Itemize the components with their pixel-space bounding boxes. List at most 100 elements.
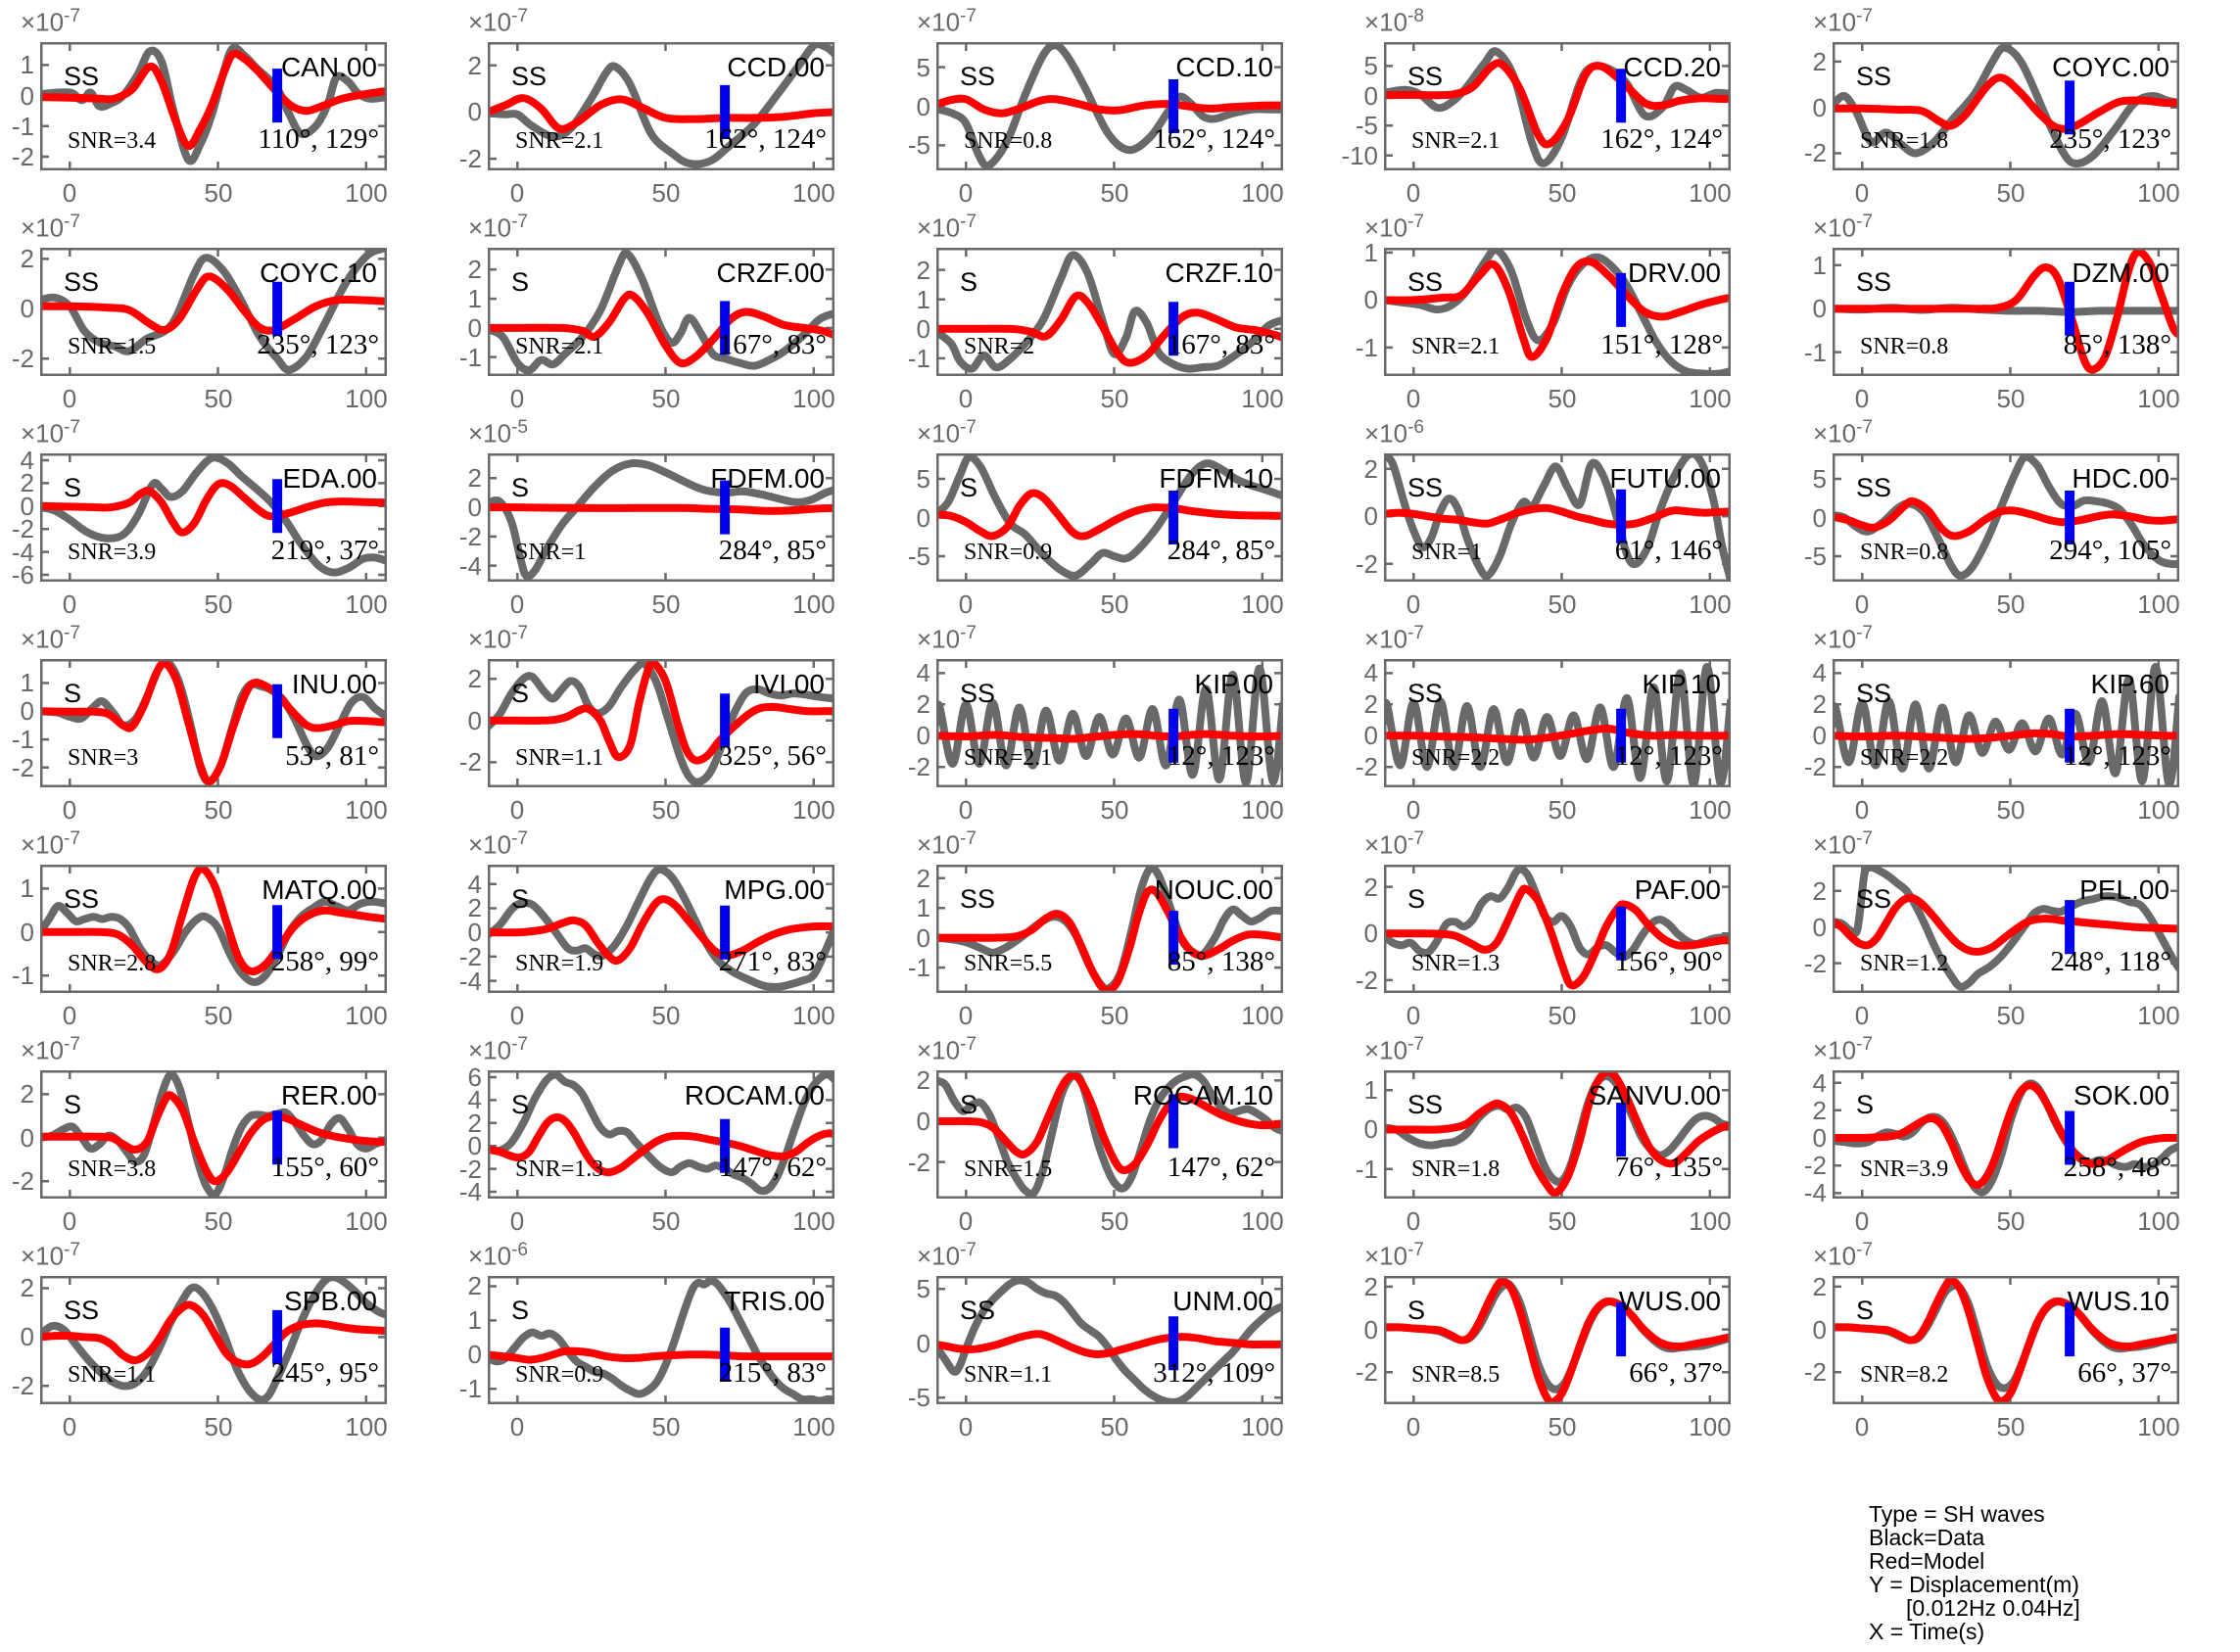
y-tick-label: 2 [1812, 47, 1827, 76]
azimuth-distance-label: 167°, 83° [1167, 329, 1275, 360]
plot-area [1384, 248, 1731, 376]
y-tick-label: -2 [1355, 752, 1378, 781]
snr-label: SNR=1.1 [515, 745, 604, 771]
y-tick-label: 0 [1363, 285, 1378, 314]
plot-area [936, 865, 1283, 993]
axes-box [488, 1070, 834, 1199]
x-tick-label: 100 [1689, 590, 1732, 619]
x-tick-label: 50 [1996, 384, 2026, 413]
azimuth-distance-label: 271°, 83° [718, 946, 827, 977]
y-scale-label: ×10-7 [1813, 1034, 1874, 1065]
x-tick-label: 0 [62, 795, 77, 825]
data-waveform [1384, 47, 1731, 167]
phase-label: SS [1856, 884, 1892, 914]
model-waveform [1833, 496, 2179, 541]
y-tick-label: 0 [467, 918, 482, 947]
y-scale-label: ×10-7 [468, 623, 529, 654]
snr-label: SNR=0.9 [515, 1362, 604, 1388]
data-waveform [1833, 865, 2179, 991]
phase-label: S [960, 267, 978, 297]
snr-label: SNR=0.8 [964, 128, 1053, 154]
x-tick-label: 50 [204, 178, 233, 208]
x-tick-label: 50 [1996, 795, 2026, 825]
y-tick-label: 2 [916, 1065, 930, 1095]
x-tick-label: 0 [62, 1412, 77, 1441]
model-waveform [40, 1300, 387, 1369]
x-tick-label: 0 [1854, 590, 1870, 619]
y-tick-label: 0 [467, 313, 482, 343]
snr-label: SNR=0.8 [1860, 540, 1949, 565]
x-tick-label: 50 [1100, 384, 1129, 413]
x-tick-label: 50 [1996, 1001, 2026, 1030]
plot-area [488, 1276, 834, 1404]
phase-label: SS [64, 884, 100, 914]
x-tick-label: 50 [651, 384, 681, 413]
x-tick-label: 100 [2137, 178, 2180, 208]
station-label: UNM.00 [1172, 1286, 1273, 1316]
y-tick-label: 0 [467, 97, 482, 126]
x-tick-label: 50 [1100, 178, 1129, 208]
y-tick-label: -5 [1355, 111, 1378, 140]
plot-area [936, 1070, 1283, 1199]
x-tick-label: 50 [1996, 590, 2026, 619]
snr-label: SNR=1.8 [1411, 1156, 1501, 1182]
x-tick-label: 50 [1100, 1412, 1129, 1441]
model-waveform [40, 49, 387, 150]
y-tick-label: -1 [458, 1374, 482, 1403]
station-label: INU.00 [291, 669, 377, 699]
plot-area [488, 248, 834, 376]
x-tick-label: 0 [958, 1206, 974, 1236]
y-tick-label: 1 [916, 285, 930, 314]
azimuth-distance-label: 61°, 146° [1614, 535, 1723, 566]
y-tick-label: 0 [20, 918, 34, 947]
station-label: ROCAM.10 [1132, 1080, 1273, 1110]
plot-area [936, 1276, 1283, 1404]
x-tick-label: 0 [62, 384, 77, 413]
phase-label: S [511, 1090, 530, 1119]
phase-label: SS [511, 62, 548, 91]
axes-box [1384, 248, 1731, 376]
model-waveform [488, 290, 834, 368]
azimuth-distance-label: 85°, 138° [2063, 329, 2171, 360]
plot-area [936, 42, 1283, 170]
y-tick-label: 1 [1812, 251, 1827, 280]
y-tick-label: 0 [1363, 721, 1378, 750]
azimuth-distance-label: 66°, 37° [1629, 1357, 1723, 1389]
station-label: CCD.10 [1175, 52, 1273, 82]
x-tick-label: 100 [345, 384, 388, 413]
y-scale-label: ×10-7 [1813, 623, 1874, 654]
azimuth-distance-label: 215°, 83° [718, 1357, 827, 1389]
x-tick-label: 100 [1241, 1206, 1284, 1236]
y-scale-label: ×10-6 [468, 1240, 529, 1271]
plot-area [488, 1070, 834, 1199]
y-tick-label: 0 [1363, 1114, 1378, 1144]
x-tick-label: 0 [958, 384, 974, 413]
data-waveform [936, 453, 1283, 580]
plot-area [40, 1070, 387, 1199]
phase-label: SS [960, 679, 996, 708]
station-label: IVI.00 [752, 669, 825, 699]
y-tick-label: 0 [1812, 503, 1827, 533]
x-tick-label: 50 [1548, 1206, 1577, 1236]
axes-box [936, 42, 1283, 170]
model-waveform [936, 885, 1283, 993]
x-tick-label: 100 [792, 1412, 835, 1441]
snr-label: SNR=1.2 [1860, 951, 1949, 976]
axes-box [936, 248, 1283, 376]
axes-box [40, 42, 387, 170]
station-label: TRIS.00 [724, 1286, 825, 1316]
model-waveform [1384, 725, 1731, 744]
x-tick-label: 100 [1241, 384, 1284, 413]
axes-box [1833, 865, 2179, 993]
x-tick-label: 50 [204, 384, 233, 413]
station-label: FDFM.10 [1159, 463, 1273, 494]
x-tick-label: 100 [2137, 1206, 2180, 1236]
y-tick-label: -5 [907, 1383, 930, 1412]
y-tick-label: -2 [907, 752, 930, 781]
x-tick-label: 100 [1689, 384, 1732, 413]
y-tick-label: -1 [11, 112, 34, 141]
y-tick-label: 2 [1363, 689, 1378, 719]
y-scale-label: ×10-7 [1364, 623, 1425, 654]
x-tick-label: 0 [509, 1001, 525, 1030]
x-tick-label: 100 [1689, 1206, 1732, 1236]
